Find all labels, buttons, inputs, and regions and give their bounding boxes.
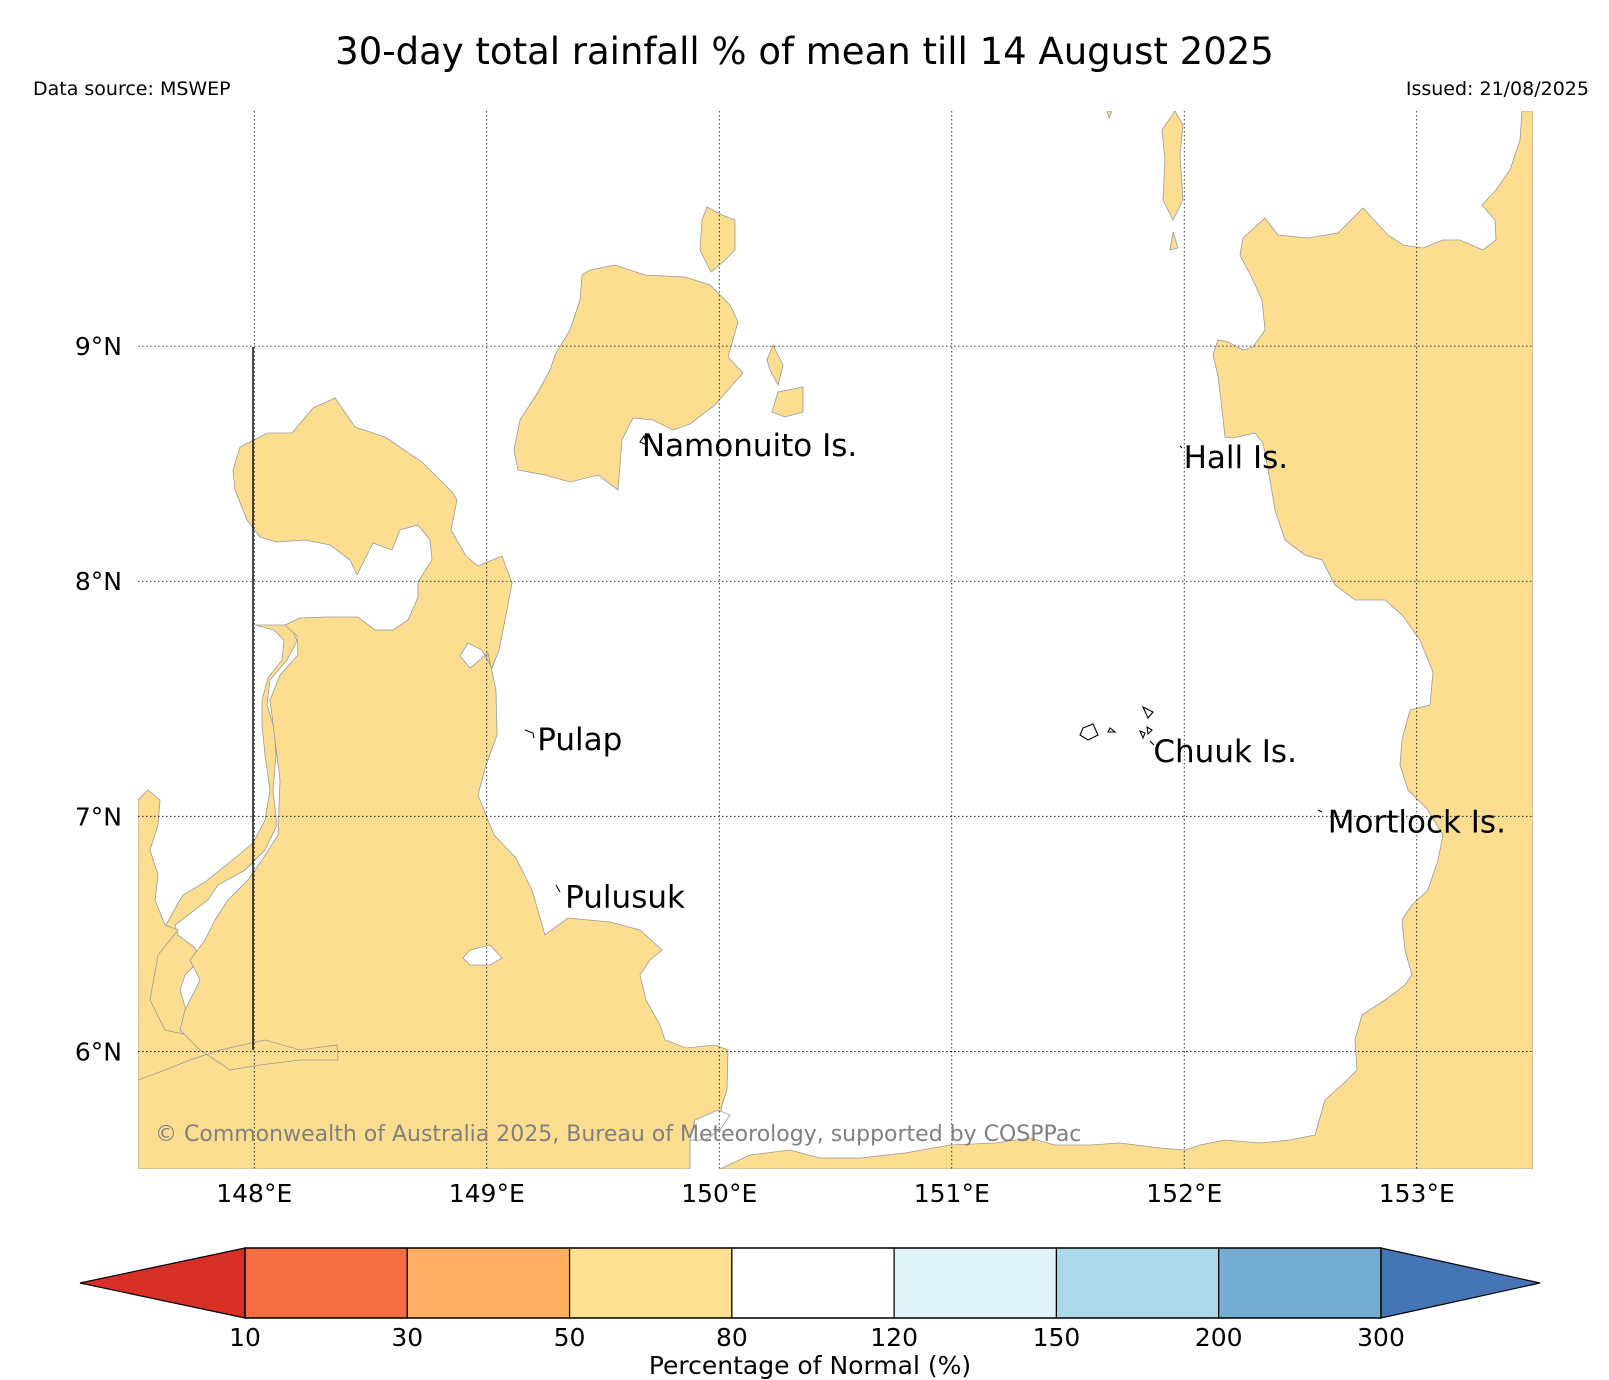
colorbar-extension-low bbox=[79, 1247, 246, 1319]
colorbar-tick-labels: 10 30 50 80 120 150 200 300 bbox=[229, 1323, 1405, 1352]
dry-region-islet-1 bbox=[699, 206, 736, 273]
place-label: Pulusuk bbox=[565, 880, 685, 916]
colorbar-segment-1 bbox=[406, 1247, 571, 1319]
dry-region-upper-middle bbox=[513, 264, 744, 491]
map-panel: 148°E 149°E 150°E 151°E 152°E 153°E 6°N 7°N 8°N… bbox=[75, 111, 1533, 1208]
latitude-tick-labels: 6°N 7°N 8°N 9°N bbox=[75, 332, 122, 1066]
colorbar-segment-0 bbox=[244, 1247, 408, 1319]
lat-tick-label: 7°N bbox=[75, 802, 122, 831]
coastline-chuuk-2 bbox=[1079, 723, 1099, 741]
colorbar: 10 30 50 80 120 150 200 300 Percentage of Norma… bbox=[79, 1247, 1541, 1380]
coastline-pulap bbox=[524, 729, 535, 739]
lat-tick-label: 9°N bbox=[75, 332, 122, 361]
normal-pocket-1 bbox=[462, 944, 503, 966]
dry-region-islet-5 bbox=[1161, 111, 1184, 221]
normal-pocket-2 bbox=[689, 1109, 731, 1141]
map-title: 30-day total rainfall % of mean till 14 … bbox=[335, 30, 1274, 73]
lon-tick-label: 152°E bbox=[1146, 1179, 1222, 1208]
colorbar-tick-label: 30 bbox=[391, 1323, 423, 1352]
lon-tick-label: 151°E bbox=[914, 1179, 990, 1208]
colorbar-title: Percentage of Normal (%) bbox=[649, 1351, 971, 1380]
coastline-chuuk-5 bbox=[1146, 725, 1153, 736]
coastline-chuuk-1 bbox=[1141, 705, 1154, 720]
coastline-chuuk-6 bbox=[1149, 740, 1155, 746]
dry-region-east bbox=[719, 111, 1533, 1169]
coastline-hall bbox=[1179, 445, 1183, 449]
dry-region-islet-6 bbox=[1169, 231, 1179, 251]
lon-tick-label: 148°E bbox=[216, 1179, 292, 1208]
coastline-chuuk-4 bbox=[1138, 729, 1146, 740]
colorbar-tick-label: 150 bbox=[1033, 1323, 1081, 1352]
colorbar-segment-4 bbox=[893, 1247, 1058, 1319]
coastline-chuuk-3 bbox=[1107, 727, 1117, 733]
colorbar-segments bbox=[244, 1247, 1382, 1319]
colorbar-tick-label: 200 bbox=[1195, 1323, 1243, 1352]
data-source-label: Data source: MSWEP bbox=[33, 78, 231, 100]
colorbar-segment-5 bbox=[1055, 1247, 1220, 1319]
colorbar-tick-label: 80 bbox=[716, 1323, 748, 1352]
colorbar-tick-label: 50 bbox=[554, 1323, 586, 1352]
colorbar-segment-3 bbox=[731, 1247, 895, 1319]
colorbar-frame bbox=[244, 1247, 1382, 1319]
colorbar-extension-high bbox=[1380, 1247, 1541, 1319]
map-gridlines bbox=[138, 111, 1533, 1169]
lon-tick-label: 150°E bbox=[681, 1179, 757, 1208]
coastline-mortlock bbox=[1317, 809, 1323, 813]
colorbar-segment-2 bbox=[568, 1247, 733, 1319]
place-label: Pulap bbox=[537, 722, 622, 758]
lat-tick-label: 8°N bbox=[75, 567, 122, 596]
normal-rainfall-pockets bbox=[462, 944, 731, 1141]
lon-tick-label: 153°E bbox=[1379, 1179, 1455, 1208]
place-label: Mortlock Is. bbox=[1328, 804, 1506, 840]
place-label: Hall Is. bbox=[1184, 440, 1289, 476]
dry-region-islet-3 bbox=[771, 386, 804, 418]
place-label: Namonuito Is. bbox=[642, 428, 857, 464]
rainfall-dry-areas bbox=[138, 111, 1533, 1169]
coastline-pulusuk bbox=[555, 884, 561, 893]
dry-region-islet-2 bbox=[766, 344, 784, 387]
place-label: Chuuk Is. bbox=[1153, 734, 1297, 770]
colorbar-tick-label: 10 bbox=[229, 1323, 261, 1352]
lat-tick-label: 6°N bbox=[75, 1037, 122, 1066]
lon-tick-label: 149°E bbox=[449, 1179, 525, 1208]
colorbar-segment-6 bbox=[1218, 1247, 1382, 1319]
island-coastlines bbox=[524, 434, 1323, 893]
copyright-notice: © Commonwealth of Australia 2025, Bureau… bbox=[155, 1122, 1081, 1147]
place-name-labels: Namonuito Is. Hall Is. Pulap Chuuk Is. Mortl… bbox=[537, 428, 1506, 915]
issued-date-label: Issued: 21/08/2025 bbox=[1405, 78, 1589, 100]
longitude-tick-labels: 148°E 149°E 150°E 151°E 152°E 153°E bbox=[216, 1179, 1455, 1208]
colorbar-tick-label: 300 bbox=[1357, 1323, 1405, 1352]
dry-region-islet-4 bbox=[1106, 111, 1113, 120]
colorbar-tick-label: 120 bbox=[870, 1323, 918, 1352]
dry-region-north-west bbox=[138, 397, 729, 1169]
coastline-namonuito bbox=[639, 434, 648, 446]
